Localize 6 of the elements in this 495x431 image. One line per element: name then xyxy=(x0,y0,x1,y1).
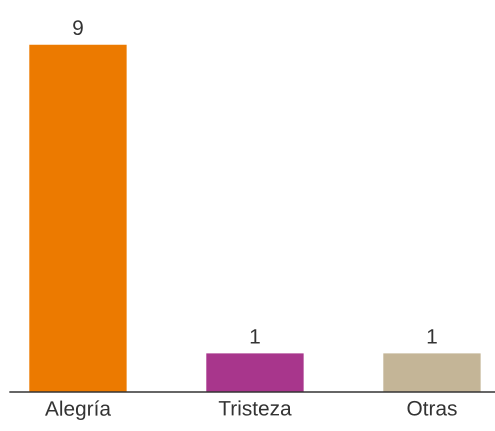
x-tick-label: Tristeza xyxy=(218,400,292,416)
x-tick-label: Alegría xyxy=(45,400,111,420)
data-label: 1 xyxy=(428,329,437,344)
x-tick-label: Otras xyxy=(407,400,457,416)
data-label: 9 xyxy=(73,20,83,36)
data-label: 1 xyxy=(250,329,260,344)
